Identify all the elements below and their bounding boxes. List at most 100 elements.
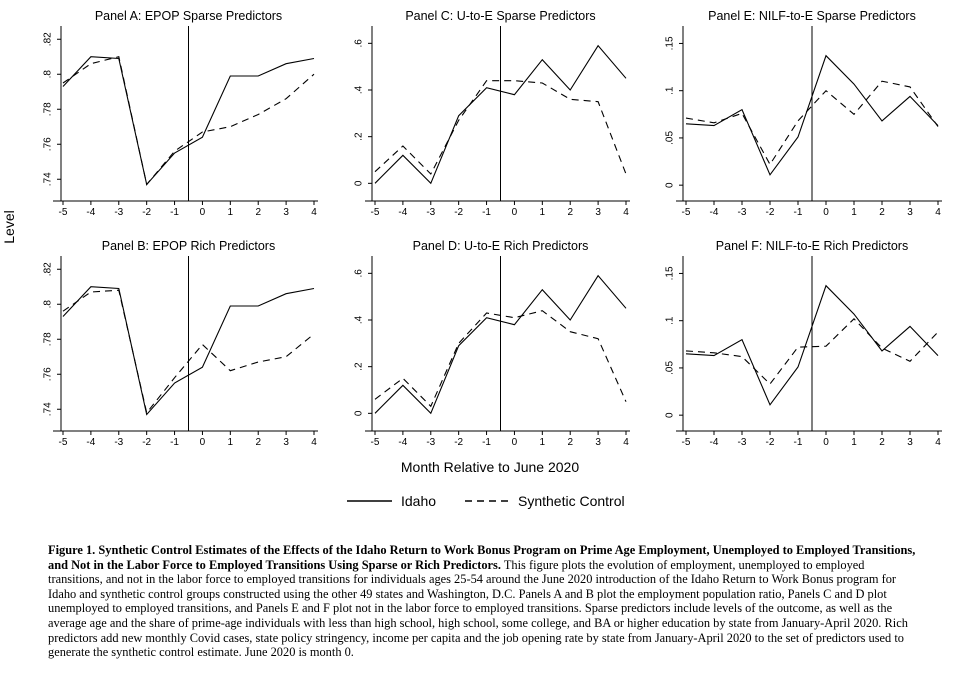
panel-b-y-tick-label: .82 [43, 262, 54, 276]
panel-d: Panel D: U-to-E Rich Predictors 0 .2 .4 .6 -5… [354, 239, 630, 448]
panel-e-x-tick-label: -2 [766, 207, 775, 218]
panel-e-y-tick-label: 0 [665, 182, 676, 188]
panel-f-y-tick-label: .05 [665, 361, 676, 375]
panel-e-x-tick-label: -5 [682, 207, 691, 218]
panel-c: Panel C: U-to-E Sparse Predictors 0 .2 .4 .6… [354, 9, 630, 218]
panel-f-x-tick-label: 1 [851, 437, 857, 448]
panel-a-x-tick-label: 0 [200, 207, 206, 218]
panel-c-idaho-line [374, 44, 627, 185]
panel-a-idaho-line [62, 56, 315, 186]
panel-c-y-tick-label: .2 [354, 132, 365, 141]
panel-a-x-tick-label: -1 [170, 207, 179, 218]
panel-e-x-tick-label: 3 [907, 207, 913, 218]
panel-d-x-tick-label: -1 [482, 437, 491, 448]
panel-b-x-tick-label: 2 [255, 437, 261, 448]
panel-c-x-tick-label: 2 [567, 207, 573, 218]
panel-f-x-tick-label: 3 [907, 437, 913, 448]
x-axis-label: Month Relative to June 2020 [401, 459, 579, 475]
panel-e-idaho-line [685, 54, 939, 176]
panel-d-x-tick-label: -2 [454, 437, 463, 448]
panel-b-idaho-line [62, 286, 315, 416]
panel-b-x-tick-label: -3 [114, 437, 123, 448]
panel-b-x-tick-label: -1 [170, 437, 179, 448]
panel-a-y-tick-label: .76 [43, 137, 54, 151]
panel-f-x-tick-label: -3 [738, 437, 747, 448]
panel-b-y-tick-label: .8 [43, 300, 54, 309]
panel-d-x-tick-label: 4 [623, 437, 629, 448]
panel-b-x-tick-label: 3 [283, 437, 289, 448]
panel-b-x-tick-label: -5 [59, 437, 68, 448]
panel-d-synthetic-line [374, 310, 627, 408]
panel-b-x-tick-label: -4 [86, 437, 95, 448]
panel-e-synthetic-line [685, 80, 939, 166]
panel-a-x-tick-label: -3 [114, 207, 123, 218]
caption-title: Figure 1. Synthetic Control Estimates of… [48, 543, 916, 572]
panel-a-y-tick-label: .78 [43, 102, 54, 116]
panel-f-x-tick-label: 2 [879, 437, 885, 448]
legend-synthetic-label: Synthetic Control [518, 493, 625, 509]
panel-d-y-tick-label: 0 [354, 410, 365, 416]
panel-d-x-tick-label: 3 [595, 437, 601, 448]
panel-d-x-tick-label: 2 [567, 437, 573, 448]
panel-a: Panel A: EPOP Sparse Predictors .74 .76 .78… [43, 9, 318, 218]
panel-b-title: Panel B: EPOP Rich Predictors [102, 239, 275, 253]
panel-b-x-tick-label: 1 [228, 437, 234, 448]
panel-c-x-tick-label: 3 [595, 207, 601, 218]
panel-f-title: Panel F: NILF-to-E Rich Predictors [716, 239, 908, 253]
panel-f: Panel F: NILF-to-E Rich Predictors 0 .05 .1… [665, 239, 942, 448]
panel-e-x-tick-label: 0 [823, 207, 829, 218]
panel-e-x-tick-label: -4 [710, 207, 719, 218]
legend-idaho-label: Idaho [401, 493, 436, 509]
panel-a-x-tick-label: 4 [311, 207, 317, 218]
panel-d-y-tick-label: .2 [354, 362, 365, 371]
panel-e-x-tick-label: -1 [794, 207, 803, 218]
panel-d-x-tick-label: -5 [371, 437, 380, 448]
caption-body: This figure plots the evolution of emplo… [48, 557, 908, 660]
panel-f-x-tick-label: -5 [682, 437, 691, 448]
panel-a-x-tick-label: 2 [255, 207, 261, 218]
panel-c-x-tick-label: -5 [371, 207, 380, 218]
panel-f-x-tick-label: 0 [823, 437, 829, 448]
panel-c-x-tick-label: 4 [623, 207, 629, 218]
panel-c-synthetic-line [374, 80, 627, 175]
panel-c-y-tick-label: 0 [354, 180, 365, 186]
panel-b-x-tick-label: -2 [142, 437, 151, 448]
panel-c-y-tick-label: .4 [354, 85, 365, 94]
panel-b-x-tick-label: 4 [311, 437, 317, 448]
panel-b-x-tick-label: 0 [200, 437, 206, 448]
legend: Idaho Synthetic Control [347, 493, 625, 509]
panel-c-x-tick-label: -3 [426, 207, 435, 218]
panel-e-x-tick-label: -3 [738, 207, 747, 218]
panel-b: Panel B: EPOP Rich Predictors .74 .76 .78 .8… [43, 239, 318, 448]
panel-a-x-tick-label: 3 [283, 207, 289, 218]
panel-c-title: Panel C: U-to-E Sparse Predictors [405, 9, 595, 23]
panel-e-x-tick-label: 4 [935, 207, 941, 218]
panel-e-x-tick-label: 2 [879, 207, 885, 218]
panel-d-x-tick-label: -3 [426, 437, 435, 448]
panel-a-x-tick-label: 1 [228, 207, 234, 218]
panel-a-x-tick-label: -5 [59, 207, 68, 218]
panel-e: Panel E: NILF-to-E Sparse Predictors 0 .05… [665, 9, 942, 218]
panel-c-y-tick-label: .6 [354, 39, 365, 48]
panel-e-y-tick-label: .15 [665, 36, 676, 50]
panel-c-x-tick-label: -1 [482, 207, 491, 218]
panel-d-x-tick-label: 0 [512, 437, 518, 448]
panel-d-y-tick-label: .6 [354, 269, 365, 278]
panel-f-x-tick-label: 4 [935, 437, 941, 448]
panel-a-y-tick-label: .74 [43, 172, 54, 186]
panel-e-y-tick-label: .05 [665, 131, 676, 145]
panel-d-y-tick-label: .4 [354, 315, 365, 324]
panel-f-y-tick-label: .1 [665, 316, 676, 325]
panel-f-x-tick-label: -4 [710, 437, 719, 448]
panel-d-title: Panel D: U-to-E Rich Predictors [413, 239, 589, 253]
panel-c-x-tick-label: 0 [512, 207, 518, 218]
panel-f-y-tick-label: .15 [665, 266, 676, 280]
panel-f-y-tick-label: 0 [665, 412, 676, 418]
panel-c-x-tick-label: 1 [540, 207, 546, 218]
figure-canvas: Panel A: EPOP Sparse Predictors .74 .76 .78… [1, 9, 942, 509]
panel-f-idaho-line [685, 284, 939, 406]
panel-b-y-tick-label: .74 [43, 402, 54, 416]
panel-a-x-tick-label: -2 [142, 207, 151, 218]
panel-f-x-tick-label: -1 [794, 437, 803, 448]
panel-f-synthetic-line [685, 318, 939, 385]
